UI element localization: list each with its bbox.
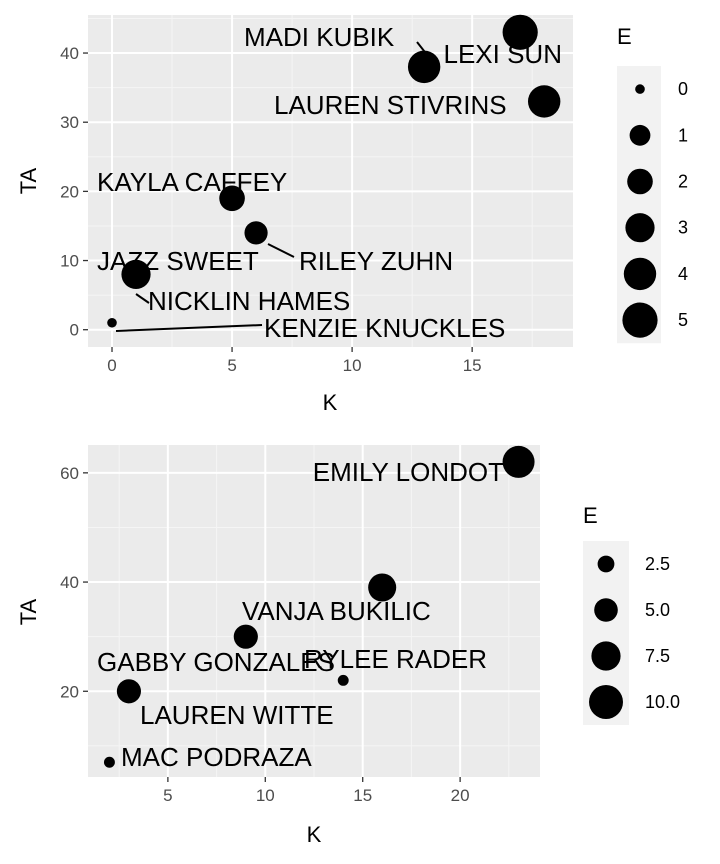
legend-label: 4 (678, 264, 688, 284)
x-axis-title: K (323, 390, 338, 415)
point-label: LAUREN STIVRINS (274, 90, 507, 120)
data-point (368, 573, 397, 602)
y-tick-label: 60 (60, 464, 79, 483)
point-label: VANJA BUKILIC (242, 596, 431, 626)
y-tick-label: 20 (60, 682, 79, 701)
legend-symbol (635, 84, 645, 94)
point-label: KENZIE KNUCKLES (264, 313, 505, 343)
y-tick-label: 40 (60, 573, 79, 592)
data-point (121, 259, 151, 289)
y-tick-label: 20 (60, 182, 79, 201)
legend-label: 2.5 (645, 554, 670, 574)
point-label: LAUREN WITTE (140, 700, 334, 730)
data-point (131, 276, 141, 287)
x-tick-label: 15 (463, 356, 482, 375)
point-label: GABBY GONZALES (97, 647, 335, 677)
point-label: KAYLA CAFFEY (97, 167, 287, 197)
x-tick-label: 15 (353, 786, 372, 805)
x-tick-label: 10 (343, 356, 362, 375)
data-point (103, 756, 115, 768)
x-tick-label: 5 (163, 786, 172, 805)
point-label: RILEY ZUHN (299, 246, 453, 276)
legend-title: E (617, 24, 632, 49)
y-tick-label: 40 (60, 44, 79, 63)
y-tick-label: 30 (60, 113, 79, 132)
legend-label: 5.0 (645, 600, 670, 620)
legend-label: 3 (678, 218, 688, 238)
legend-symbol (589, 685, 623, 719)
x-tick-label: 0 (107, 356, 116, 375)
legend-symbol (625, 213, 655, 243)
legend-symbol (629, 124, 651, 146)
label-connector (267, 243, 295, 258)
data-point (502, 14, 538, 50)
legend-label: 0 (678, 79, 688, 99)
x-axis-title: K (307, 822, 322, 847)
legend-symbol (591, 641, 621, 671)
y-tick-label: 10 (60, 252, 79, 271)
point-label: EMILY LONDOT (313, 457, 504, 487)
plot-background (88, 15, 573, 347)
data-point (407, 50, 441, 84)
point-label: NICKLIN HAMES (148, 286, 350, 316)
data-point (244, 221, 268, 245)
x-tick-label: 20 (451, 786, 470, 805)
x-tick-label: 10 (256, 786, 275, 805)
legend-label: 1 (678, 125, 688, 145)
data-point (219, 185, 245, 212)
point-label: RYLEE RADER (304, 644, 487, 674)
y-axis-title: TA (16, 598, 41, 625)
legend-label: 7.5 (645, 646, 670, 666)
x-tick-label: 5 (227, 356, 236, 375)
size-legend: E 2.5 5.0 7.5 10.0 (583, 503, 680, 725)
label-connector (135, 293, 150, 304)
data-point (107, 317, 117, 328)
data-point (502, 445, 535, 478)
legend-symbol (622, 302, 658, 338)
data-point (337, 674, 349, 686)
legend-symbol (623, 257, 657, 291)
legend-symbol (627, 168, 653, 195)
point-label: JAZZ SWEET (97, 246, 259, 276)
legend-label: 5 (678, 310, 688, 330)
legend-key-background (617, 66, 661, 344)
legend-label: 2 (678, 172, 688, 192)
data-point (116, 679, 141, 704)
y-axis-title: TA (16, 167, 41, 194)
legend-symbol (594, 598, 618, 622)
point-label: MADI KUBIK (244, 22, 395, 52)
point-label: LEXI SUN (444, 39, 563, 69)
data-point (527, 85, 561, 118)
data-point (233, 624, 258, 649)
legend-label: 10.0 (645, 692, 680, 712)
chart-panel-2: 5 10 15 20 20 40 60 K TA EMILY LONDOT RYLEE RADER V… (16, 445, 680, 847)
label-connector (115, 324, 263, 332)
legend-symbol (597, 555, 615, 573)
point-label: MAC PODRAZA (121, 742, 312, 772)
size-legend: E 0 1 2 3 4 5 (617, 24, 688, 344)
legend-title: E (583, 503, 598, 528)
y-tick-label: 0 (70, 321, 79, 340)
